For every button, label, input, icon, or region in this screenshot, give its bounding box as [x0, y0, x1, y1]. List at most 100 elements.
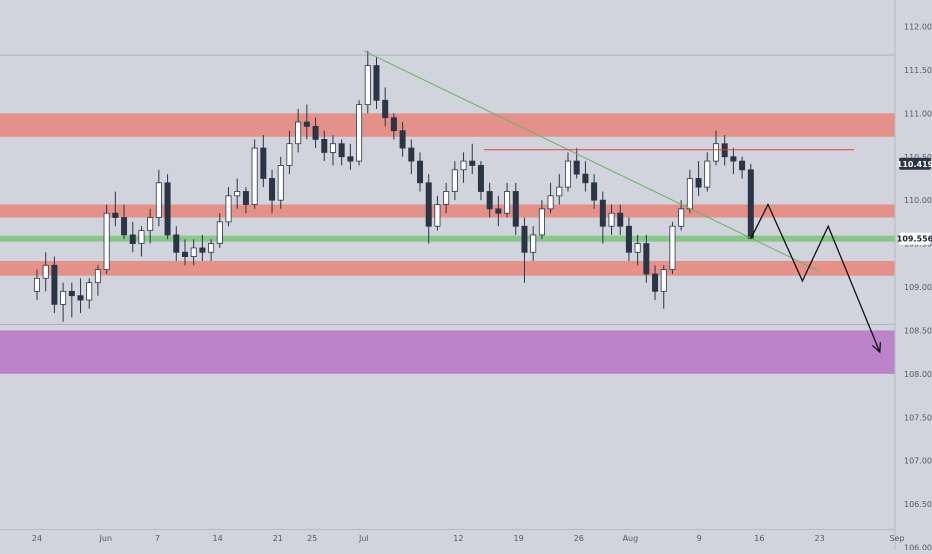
- candle-body: [103, 212, 110, 271]
- candle-body: [356, 104, 363, 162]
- candle: [51, 256, 58, 314]
- candle: [129, 221, 136, 253]
- x-tick-label: 12: [453, 534, 463, 543]
- candle-body: [538, 208, 545, 236]
- candle: [678, 200, 685, 231]
- projection-path[interactable]: [750, 202, 881, 353]
- candle-body: [347, 156, 354, 162]
- candle: [591, 174, 598, 209]
- candle: [582, 161, 589, 192]
- candle: [512, 182, 519, 235]
- projection-arrowhead: [871, 342, 882, 354]
- candle: [634, 234, 641, 266]
- candle: [599, 191, 606, 244]
- y-tick-label: 107.000: [904, 457, 932, 466]
- x-tick-label: Sep: [889, 534, 904, 543]
- y-tick-label: 110.500: [904, 153, 932, 162]
- candle-body: [451, 169, 458, 192]
- candle: [564, 152, 571, 192]
- candle-body: [608, 212, 615, 227]
- candle-body: [364, 65, 371, 106]
- candle-body: [530, 234, 537, 253]
- candle: [460, 152, 467, 183]
- y-tick-label: 109.000: [904, 283, 932, 292]
- candle-body: [582, 173, 589, 184]
- candle: [704, 152, 711, 192]
- support-price-text: 109.556: [897, 235, 932, 244]
- candle: [190, 239, 197, 266]
- resistance-zone-1: [0, 113, 895, 137]
- descending-trendline[interactable]: [363, 50, 820, 272]
- candle: [103, 204, 110, 274]
- y-tick-label: 106.000: [904, 544, 932, 551]
- candle: [60, 282, 67, 322]
- candle-body: [547, 195, 554, 210]
- candle-body: [34, 277, 41, 292]
- candle: [521, 217, 528, 283]
- candle-body: [678, 208, 685, 227]
- candle: [338, 139, 345, 166]
- candle-body: [251, 147, 258, 205]
- candle-body: [164, 182, 171, 236]
- candle: [538, 200, 545, 240]
- target-zone: [0, 330, 895, 374]
- x-tick-label: 14: [213, 534, 223, 543]
- candle-body: [329, 143, 336, 153]
- candle: [68, 282, 75, 318]
- candle-body: [382, 99, 389, 119]
- x-tick-label: Jun: [99, 534, 113, 543]
- candle: [556, 174, 563, 205]
- candle: [669, 221, 676, 274]
- candle: [530, 226, 537, 261]
- candle: [617, 204, 624, 235]
- candle-body: [599, 199, 606, 227]
- candle-body: [712, 143, 719, 162]
- candle-body: [747, 169, 754, 239]
- candle-body: [564, 160, 571, 188]
- candle: [652, 265, 659, 301]
- x-tick-label: 7: [155, 534, 160, 543]
- reference-lines: [0, 54, 895, 325]
- candle-body: [739, 160, 746, 171]
- candle: [260, 135, 267, 188]
- candle: [730, 148, 737, 175]
- x-tick-label: 21: [273, 534, 283, 543]
- candle: [94, 265, 101, 296]
- support-price-badge-bg: [899, 232, 931, 245]
- candle: [695, 161, 702, 196]
- candle: [34, 269, 41, 301]
- candle: [408, 139, 415, 175]
- candle-body: [486, 191, 493, 210]
- drawing-overlays: [363, 50, 882, 354]
- candle-body: [704, 160, 711, 188]
- candle: [312, 117, 319, 149]
- candle: [138, 226, 145, 257]
- support-price-badge: 109.556: [897, 232, 932, 245]
- candle: [417, 152, 424, 192]
- candle-body: [521, 225, 528, 253]
- candle: [147, 208, 154, 244]
- candle: [277, 156, 284, 209]
- x-tick-label: 19: [514, 534, 524, 543]
- candle-body: [112, 212, 119, 218]
- candle-body: [469, 160, 476, 166]
- x-tick-label: 9: [697, 534, 702, 543]
- candle: [42, 252, 49, 292]
- x-tick-label: 26: [574, 534, 584, 543]
- candle: [234, 178, 241, 209]
- candle-body: [312, 125, 319, 140]
- y-tick-label: 107.500: [904, 413, 932, 422]
- candle: [573, 148, 580, 179]
- x-tick-label: 16: [754, 534, 764, 543]
- candle-body: [373, 65, 380, 101]
- candle: [77, 278, 84, 314]
- candle-body: [303, 121, 310, 127]
- candle: [199, 234, 206, 261]
- candle: [329, 135, 336, 166]
- candle: [608, 204, 615, 235]
- candle: [495, 195, 502, 227]
- candle-body: [417, 160, 424, 184]
- candle-body: [216, 221, 223, 244]
